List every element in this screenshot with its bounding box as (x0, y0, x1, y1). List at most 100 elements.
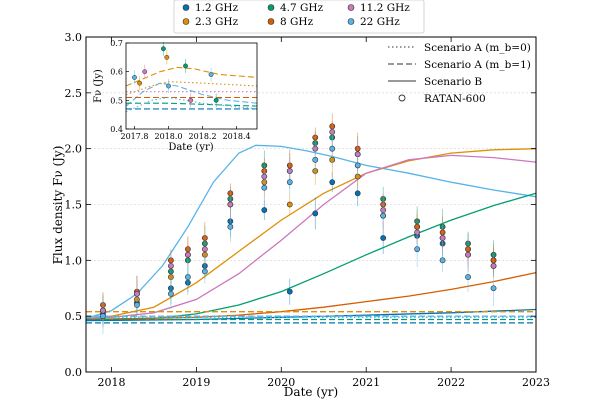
legend-marker (267, 18, 275, 25)
legend-style-label: RATAN-600 (424, 93, 486, 105)
inset-data-point (137, 80, 143, 86)
data-point (490, 263, 497, 269)
inset-frame (125, 42, 258, 130)
legend-series-label: 22 GHz (360, 16, 400, 28)
inset-x-tick-label: 2018.2 (189, 132, 217, 141)
model-curve-solid (85, 144, 537, 320)
inset-data-point (213, 97, 219, 103)
data-point (168, 263, 174, 269)
legend-marker (347, 18, 355, 25)
legend-style-label: Scenario A (m_b=0) (424, 42, 531, 54)
data-point (439, 257, 446, 264)
x-tick-label: 2023 (522, 376, 550, 389)
data-point (227, 201, 234, 208)
inset-x-tick-label: 2017.8 (121, 132, 149, 141)
inset-data-point (166, 83, 171, 89)
inset-points (132, 41, 219, 108)
legend-series-label: 2.3 GHz (195, 16, 239, 28)
y-tick-label: 2.0 (65, 143, 83, 156)
data-point (100, 313, 106, 320)
data-point (439, 235, 446, 241)
model-curve-solid (85, 192, 537, 321)
inset-x-tick-label: 2018.0 (155, 132, 183, 141)
line-style-legend: Scenario A (m_b=0) Scenario A (m_b=1) Scen… (388, 42, 531, 105)
inset-data-point (160, 46, 166, 52)
data-point (329, 145, 336, 152)
inset-curve-dashed (126, 102, 258, 107)
data-point (329, 179, 336, 186)
data-point (312, 210, 319, 217)
data-point (354, 190, 361, 197)
inset-y-tick-label: 0.6 (110, 68, 123, 77)
legend-style-label: Scenario B (424, 76, 482, 88)
legend-series-label: 8 GHz (280, 16, 314, 28)
data-point (414, 246, 421, 253)
legend-marker (182, 18, 190, 25)
legend-style-label: Scenario A (m_b=1) (424, 59, 531, 71)
x-tick-label: 2021 (352, 376, 380, 389)
y-tick-label: 1.0 (65, 254, 83, 267)
legend-marker (182, 4, 190, 11)
x-axis-title: Date (yr) (284, 385, 338, 399)
y-tick-label: 0.5 (65, 310, 83, 323)
legend-marker (267, 4, 275, 11)
inset-data-point (164, 54, 170, 60)
x-tick-label: 2019 (182, 376, 210, 389)
data-point (286, 288, 293, 295)
inset-data-point (208, 72, 214, 77)
data-point (465, 251, 471, 258)
data-point (184, 274, 191, 280)
inset-x-axis-title: Date (yr) (168, 142, 213, 153)
data-point (312, 156, 319, 163)
y-tick-label: 1.5 (65, 199, 83, 212)
legend-marker (347, 4, 355, 11)
data-points (100, 113, 497, 335)
inset-data-point (188, 97, 194, 103)
data-point (286, 201, 293, 208)
legend-series-label: 11.2 GHz (360, 2, 410, 14)
data-point (380, 212, 387, 219)
inset-curve-dotted (125, 96, 258, 113)
y-tick-label: 2.5 (65, 87, 83, 100)
axis-ticks: 0.0 0.5 1.0 1.5 2.0 2.5 3.0 2018 2019 2020 2021 202… (65, 31, 551, 389)
inset-plot-area (126, 43, 257, 129)
data-point (184, 251, 191, 258)
data-point (227, 223, 234, 230)
data-point (134, 302, 140, 308)
y-axis-title: Flux density Fν (Jy) (51, 146, 65, 265)
inset-chart: 0.4 0.5 0.6 0.7 2017.8 2018.0 2018.2 2018.4 Dat… (93, 39, 258, 153)
x-tick-label: 2020 (267, 376, 295, 389)
data-point (354, 162, 361, 169)
legend-ratan-marker (398, 94, 406, 102)
model-curve-solid (85, 148, 537, 320)
inset-y-tick-label: 0.7 (110, 39, 123, 48)
inset-data-point (183, 63, 188, 69)
data-point (380, 235, 387, 241)
model-curve-solid (85, 154, 537, 320)
inset-y-tick-label: 0.4 (110, 125, 123, 134)
data-point (261, 184, 268, 191)
inset-y-tick-label: 0.5 (110, 96, 123, 105)
legend-series-label: 4.7 GHz (280, 2, 324, 14)
inset-data-point (142, 69, 148, 75)
series-legend-box (173, 0, 425, 34)
data-point (465, 274, 471, 280)
inset-curve-dashed (125, 66, 258, 87)
inset-y-axis-title: Fν (Jy) (93, 69, 104, 103)
inset-data-point (132, 74, 137, 80)
inset-x-tick-label: 2018.4 (223, 132, 251, 141)
model-curves (85, 144, 537, 324)
data-point (201, 246, 208, 253)
inset-curves (125, 66, 258, 113)
legend-series-label: 1.2 GHz (195, 2, 239, 14)
x-tick-label: 2022 (437, 376, 465, 389)
series-legend: 1.2 GHz 4.7 GHz 11.2 GHz 2.3 GHz 8 GHz 22 GHz (173, 0, 425, 34)
data-point (168, 290, 174, 297)
data-point (490, 285, 497, 292)
x-tick-label: 2018 (97, 376, 125, 389)
data-point (261, 207, 268, 213)
data-point (286, 179, 293, 186)
data-point (201, 268, 208, 275)
y-tick-label: 3.0 (65, 31, 83, 44)
